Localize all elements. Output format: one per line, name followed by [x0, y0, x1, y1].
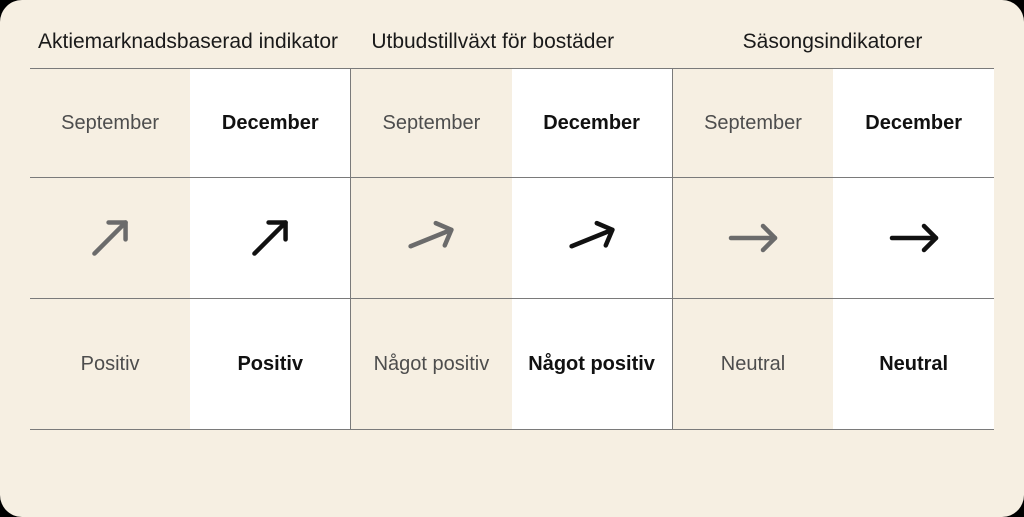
- arrow-slight-up-icon: [399, 206, 463, 270]
- group-2: September December: [673, 69, 994, 177]
- group-1: [351, 178, 672, 298]
- row-labels: Positiv Positiv Något positiv Något posi…: [30, 298, 994, 430]
- label-sept: Positiv: [30, 299, 190, 429]
- group-1: Något positiv Något positiv: [351, 299, 672, 429]
- group-0: September December: [30, 69, 351, 177]
- label-sept: Något positiv: [351, 299, 511, 429]
- month-dec: December: [512, 69, 672, 177]
- group-2: Neutral Neutral: [673, 299, 994, 429]
- month-dec: December: [833, 69, 994, 177]
- arrow-cell-sept: [351, 178, 511, 298]
- label-dec: Neutral: [833, 299, 994, 429]
- label-dec: Positiv: [190, 299, 350, 429]
- header-col-2: Säsongsindikatorer: [673, 30, 994, 68]
- month-sept: September: [673, 69, 834, 177]
- group-0: [30, 178, 351, 298]
- label-sept: Neutral: [673, 299, 834, 429]
- indicator-card: Aktiemarknadsbaserad indikator Utbudstil…: [0, 0, 1024, 517]
- group-0: Positiv Positiv: [30, 299, 351, 429]
- month-dec: December: [190, 69, 350, 177]
- arrow-cell-dec: [190, 178, 350, 298]
- label-dec: Något positiv: [512, 299, 672, 429]
- arrow-right-icon: [721, 206, 785, 270]
- month-sept: September: [30, 69, 190, 177]
- arrow-cell-dec: [512, 178, 672, 298]
- column-headers: Aktiemarknadsbaserad indikator Utbudstil…: [30, 30, 994, 68]
- arrow-up-right-icon: [238, 206, 302, 270]
- group-2: [673, 178, 994, 298]
- header-col-0: Aktiemarknadsbaserad indikator: [30, 30, 351, 68]
- row-months: September December September December Se…: [30, 68, 994, 177]
- arrow-slight-up-icon: [560, 206, 624, 270]
- arrow-cell-sept: [30, 178, 190, 298]
- month-sept: September: [351, 69, 511, 177]
- header-col-1: Utbudstillväxt för bostäder: [351, 30, 672, 68]
- arrow-cell-dec: [833, 178, 994, 298]
- group-1: September December: [351, 69, 672, 177]
- row-arrows: [30, 177, 994, 298]
- arrow-right-icon: [882, 206, 946, 270]
- indicator-grid: September December September December Se…: [30, 68, 994, 430]
- arrow-up-right-icon: [78, 206, 142, 270]
- arrow-cell-sept: [673, 178, 834, 298]
